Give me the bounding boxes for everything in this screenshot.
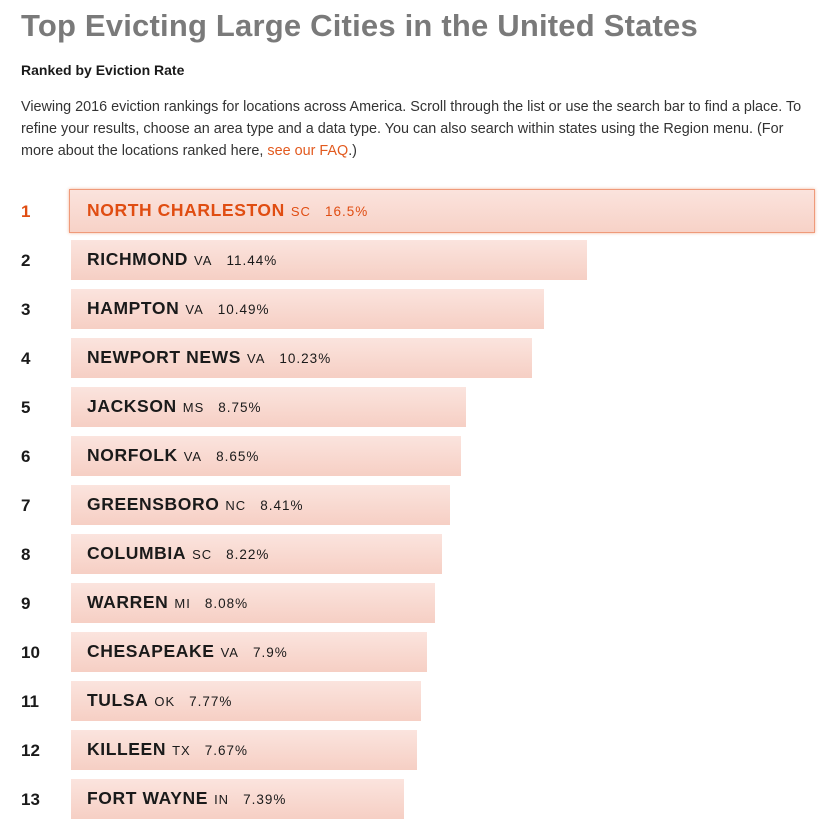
rate-bar bbox=[71, 338, 532, 378]
row-label: KILLEEN TX 7.67% bbox=[87, 739, 248, 760]
rank-number: 11 bbox=[21, 692, 39, 711]
rate-bar bbox=[71, 289, 544, 329]
row-label: HAMPTON VA 10.49% bbox=[87, 298, 270, 319]
rate-bar bbox=[71, 583, 435, 623]
state-code: MS bbox=[182, 400, 205, 415]
eviction-rate: 10.23% bbox=[279, 351, 332, 366]
state-code: MI bbox=[174, 596, 191, 611]
eviction-rate: 16.5% bbox=[324, 204, 369, 219]
city-name: TULSA bbox=[87, 690, 149, 710]
ranking-row[interactable]: 3 HAMPTON VA 10.49% bbox=[0, 286, 836, 335]
page-subtitle: Ranked by Eviction Rate bbox=[21, 62, 185, 78]
ranking-row[interactable]: 2 RICHMOND VA 11.44% bbox=[0, 237, 836, 286]
ranking-row[interactable]: 11 TULSA OK 7.77% bbox=[0, 678, 836, 727]
intro-end: .) bbox=[348, 143, 357, 159]
rank-number: 5 bbox=[21, 398, 31, 417]
row-label: NEWPORT NEWS VA 10.23% bbox=[87, 347, 331, 368]
row-label: NORTH CHARLESTON SC 16.5% bbox=[87, 200, 368, 221]
state-code: VA bbox=[185, 302, 204, 317]
eviction-rate: 7.39% bbox=[243, 792, 287, 807]
eviction-rate: 8.41% bbox=[260, 498, 304, 513]
rank-number: 6 bbox=[21, 447, 31, 466]
rate-bar bbox=[71, 485, 450, 525]
city-name: JACKSON bbox=[87, 396, 177, 416]
state-code: VA bbox=[247, 351, 266, 366]
row-label: NORFOLK VA 8.65% bbox=[87, 445, 259, 466]
row-label: TULSA OK 7.77% bbox=[87, 690, 232, 711]
state-code: VA bbox=[220, 645, 239, 660]
city-name: RICHMOND bbox=[87, 249, 189, 269]
rate-bar bbox=[69, 189, 815, 233]
intro-text: Viewing 2016 eviction rankings for locat… bbox=[21, 99, 802, 159]
state-code: NC bbox=[225, 498, 247, 513]
ranking-row[interactable]: 13 FORT WAYNE IN 7.39% bbox=[0, 776, 836, 825]
city-name: CHESAPEAKE bbox=[87, 641, 215, 661]
state-code: OK bbox=[154, 694, 176, 709]
rate-bar bbox=[71, 534, 442, 574]
ranking-row[interactable]: 8 COLUMBIA SC 8.22% bbox=[0, 531, 836, 580]
eviction-rate: 11.44% bbox=[226, 253, 278, 268]
state-code: SC bbox=[290, 204, 311, 219]
rank-number: 1 bbox=[21, 202, 31, 221]
eviction-rate: 8.08% bbox=[204, 596, 249, 611]
ranking-row[interactable]: 7 GREENSBORO NC 8.41% bbox=[0, 482, 836, 531]
city-name: NORFOLK bbox=[87, 445, 178, 465]
rate-bar bbox=[71, 681, 421, 721]
rank-number: 8 bbox=[21, 545, 31, 564]
row-label: JACKSON MS 8.75% bbox=[87, 396, 262, 417]
state-code: IN bbox=[214, 792, 230, 807]
rank-number: 9 bbox=[21, 594, 31, 613]
state-code: TX bbox=[172, 743, 191, 758]
rate-bar bbox=[71, 387, 466, 427]
ranking-row[interactable]: 9 WARREN MI 8.08% bbox=[0, 580, 836, 629]
city-name: FORT WAYNE bbox=[87, 788, 209, 808]
rate-bar bbox=[71, 779, 404, 819]
ranking-row[interactable]: 12 KILLEEN TX 7.67% bbox=[0, 727, 836, 776]
city-name: GREENSBORO bbox=[87, 494, 220, 514]
rate-bar bbox=[71, 632, 427, 672]
state-code: VA bbox=[183, 449, 203, 464]
city-name: HAMPTON bbox=[87, 298, 180, 318]
ranking-row[interactable]: 1 NORTH CHARLESTON SC 16.5% bbox=[0, 188, 836, 237]
rank-number: 3 bbox=[21, 300, 31, 319]
rate-bar bbox=[71, 730, 417, 770]
ranking-row[interactable]: 10 CHESAPEAKE VA 7.9% bbox=[0, 629, 836, 678]
page-title: Top Evicting Large Cities in the United … bbox=[21, 8, 698, 43]
eviction-rate: 8.22% bbox=[226, 547, 270, 562]
rate-bar bbox=[71, 240, 587, 280]
ranking-row[interactable]: 4 NEWPORT NEWS VA 10.23% bbox=[0, 335, 836, 384]
row-label: WARREN MI 8.08% bbox=[87, 592, 248, 613]
intro-paragraph: Viewing 2016 eviction rankings for locat… bbox=[21, 96, 816, 162]
row-label: FORT WAYNE IN 7.39% bbox=[87, 788, 286, 809]
eviction-rate: 8.75% bbox=[218, 400, 262, 415]
faq-link[interactable]: see our FAQ bbox=[267, 143, 349, 159]
rank-number: 4 bbox=[21, 349, 31, 368]
ranking-row[interactable]: 5 JACKSON MS 8.75% bbox=[0, 384, 836, 433]
rank-number: 12 bbox=[21, 741, 40, 760]
eviction-rate: 7.9% bbox=[252, 645, 288, 660]
rank-number: 13 bbox=[21, 790, 40, 809]
city-name: NORTH CHARLESTON bbox=[87, 200, 285, 220]
state-code: VA bbox=[194, 253, 213, 268]
row-label: RICHMOND VA 11.44% bbox=[87, 249, 277, 270]
eviction-rate: 7.67% bbox=[204, 743, 248, 758]
rank-number: 7 bbox=[21, 496, 31, 515]
city-name: WARREN bbox=[87, 592, 169, 612]
rank-number: 2 bbox=[21, 251, 31, 270]
ranking-row[interactable]: 6 NORFOLK VA 8.65% bbox=[0, 433, 836, 482]
rate-bar bbox=[71, 436, 461, 476]
row-label: CHESAPEAKE VA 7.9% bbox=[87, 641, 288, 662]
eviction-rate: 10.49% bbox=[217, 302, 270, 317]
eviction-rate: 8.65% bbox=[216, 449, 260, 464]
city-name: COLUMBIA bbox=[87, 543, 187, 563]
row-label: COLUMBIA SC 8.22% bbox=[87, 543, 269, 564]
state-code: SC bbox=[192, 547, 213, 562]
rank-number: 10 bbox=[21, 643, 40, 662]
row-label: GREENSBORO NC 8.41% bbox=[87, 494, 303, 515]
eviction-rate: 7.77% bbox=[189, 694, 233, 709]
city-name: NEWPORT NEWS bbox=[87, 347, 242, 367]
city-name: KILLEEN bbox=[87, 739, 167, 759]
